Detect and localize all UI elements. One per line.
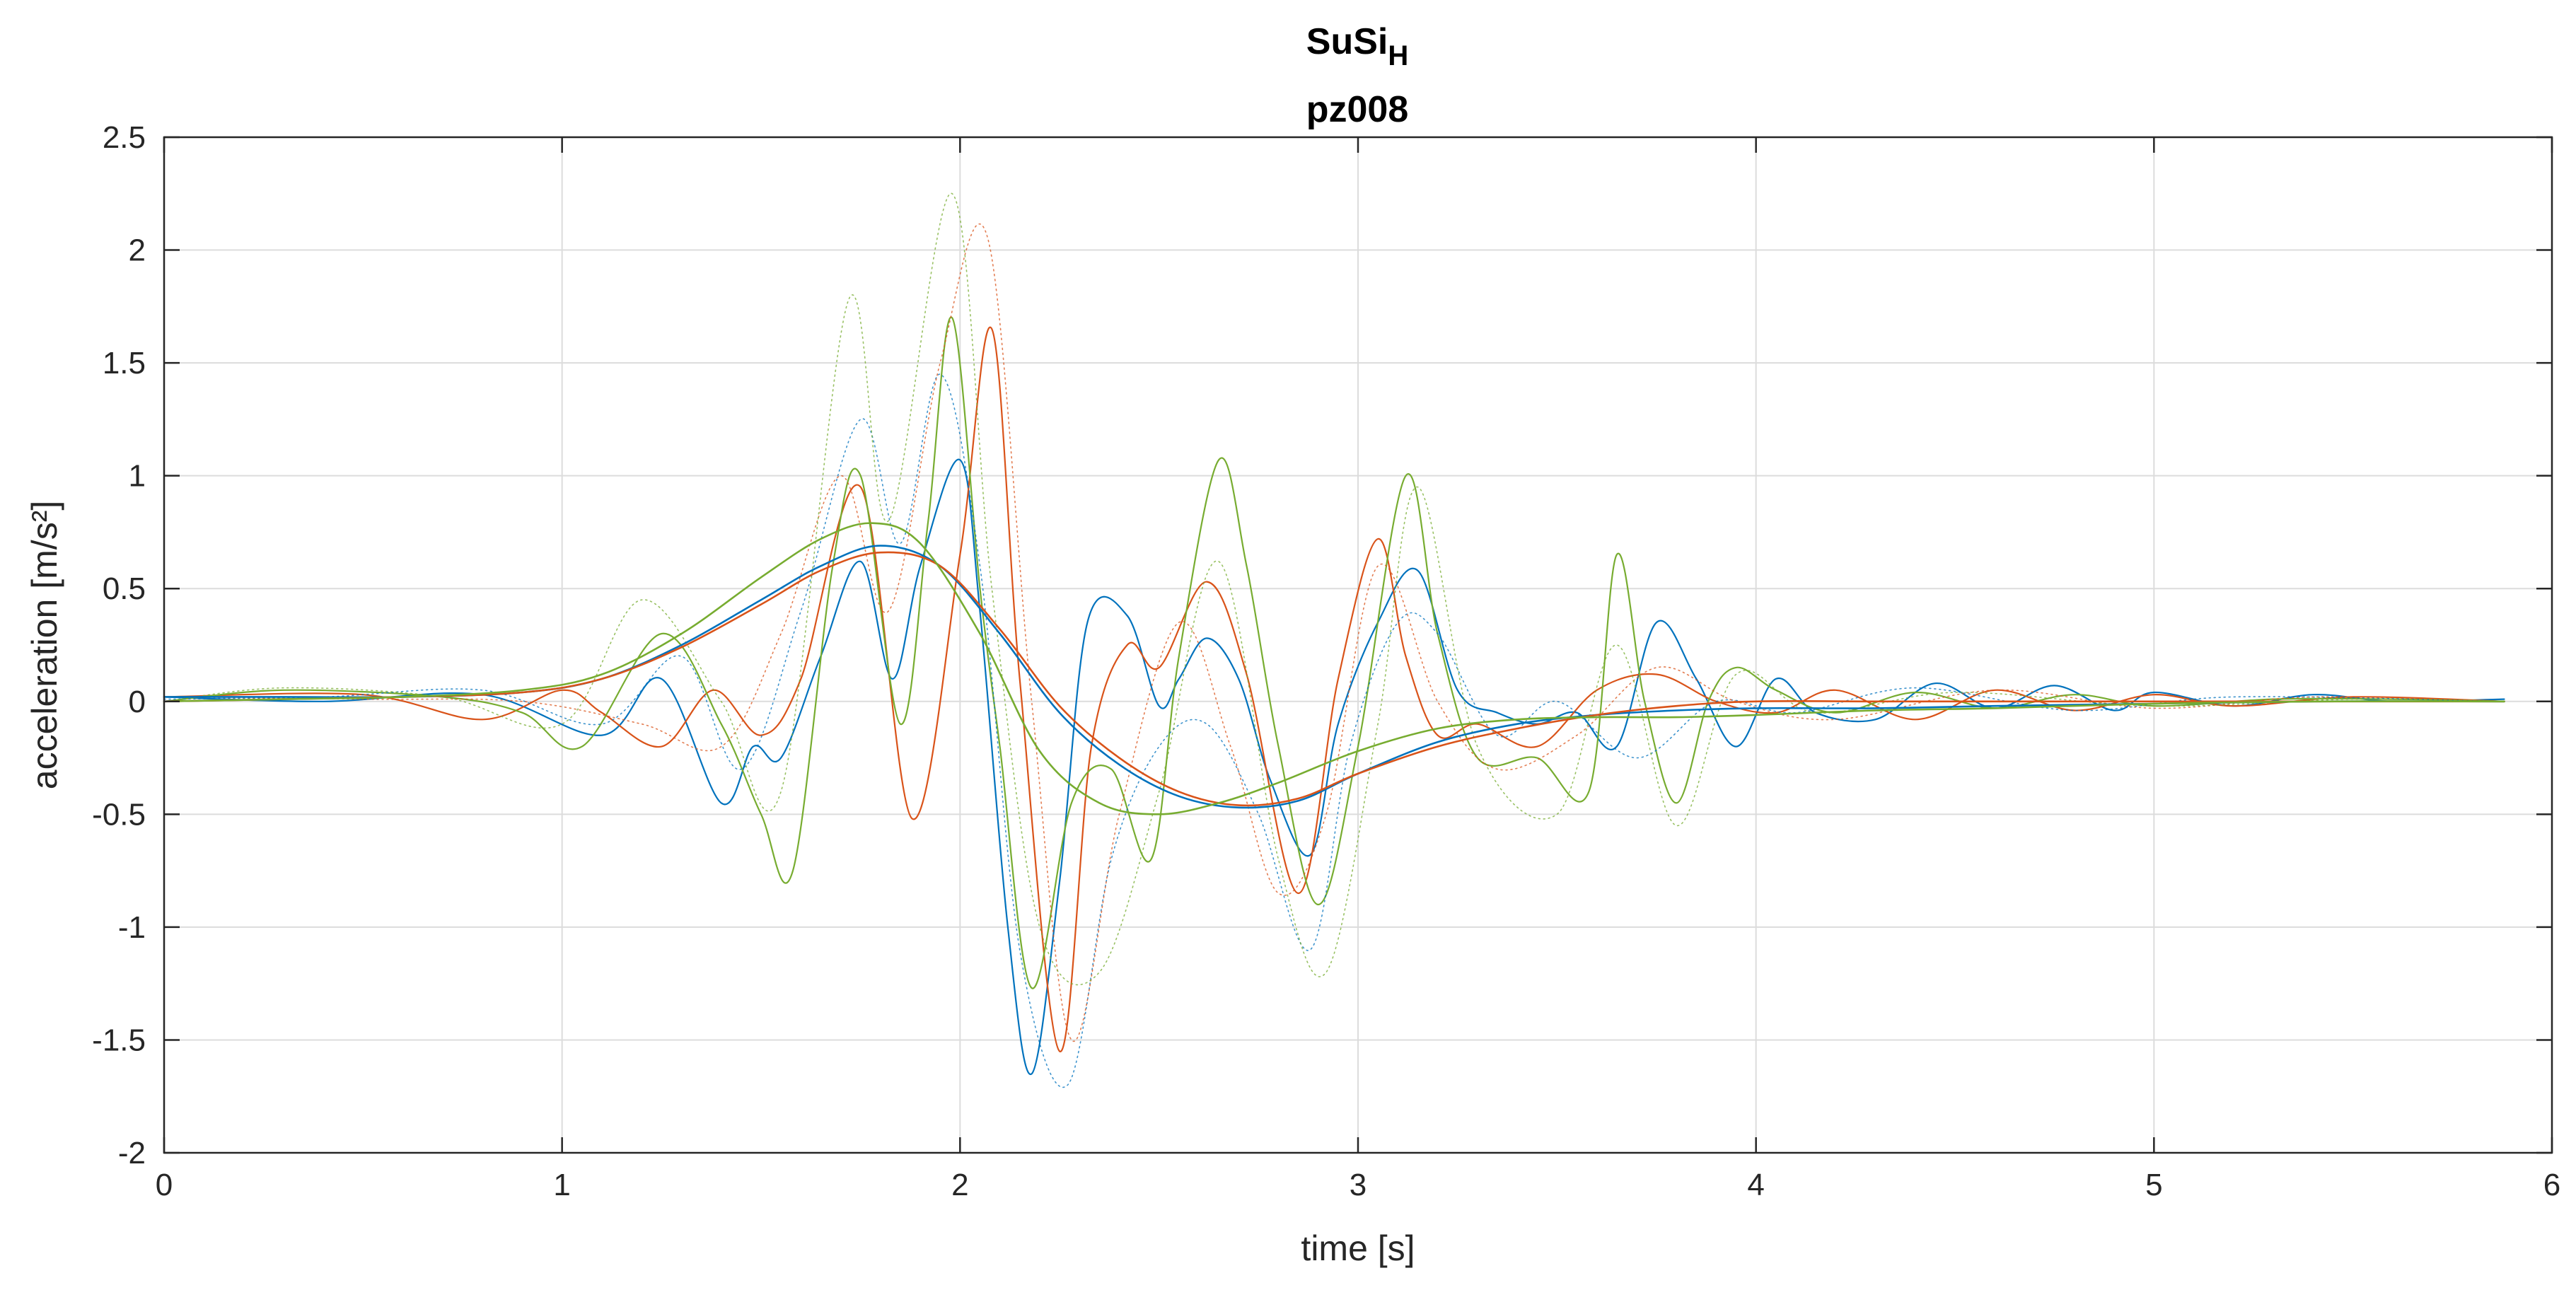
chart-subtitle: pz008	[1306, 89, 1409, 130]
chart-title: SuSiH	[1306, 21, 1408, 71]
series-line-0	[163, 458, 2505, 1076]
series-line-4	[163, 223, 2505, 1042]
ticks: 0 1 2 3 4 5 6 2.5 2 1.5 1 0.5 0 -0.5 -1 -1.5 -2	[92, 120, 2560, 1202]
x-tick-label: 1	[553, 1168, 570, 1202]
y-tick-label: 1	[129, 459, 146, 494]
y-tick-label: -0.5	[92, 797, 146, 832]
series-line-7	[163, 551, 2505, 807]
y-axis-label: acceleration [m/s²]	[25, 501, 64, 789]
y-tick-label: -1.5	[92, 1023, 146, 1057]
y-tick-label: 0	[129, 685, 146, 719]
y-tick-label: 0.5	[103, 571, 146, 606]
x-tick-label: 3	[1350, 1168, 1367, 1202]
series-line-1	[163, 326, 2505, 1052]
x-tick-label: 4	[1747, 1168, 1764, 1202]
grid	[164, 137, 2552, 1153]
x-tick-label: 6	[2543, 1168, 2560, 1202]
y-tick-label: 2.5	[103, 120, 146, 155]
y-tick-label: -2	[118, 1136, 146, 1170]
y-tick-label: -1	[118, 910, 146, 945]
x-axis-label: time [s]	[1301, 1228, 1415, 1268]
series-group	[163, 192, 2505, 1088]
series-line-3	[163, 373, 2505, 1088]
x-tick-label: 5	[2145, 1168, 2162, 1202]
series-line-5	[163, 192, 2505, 986]
x-tick-label: 2	[951, 1168, 968, 1202]
series-line-8	[163, 522, 2505, 815]
y-tick-label: 2	[129, 233, 146, 268]
y-tick-label: 1.5	[103, 346, 146, 380]
series-line-2	[163, 316, 2505, 989]
x-tick-label: 0	[156, 1168, 173, 1202]
